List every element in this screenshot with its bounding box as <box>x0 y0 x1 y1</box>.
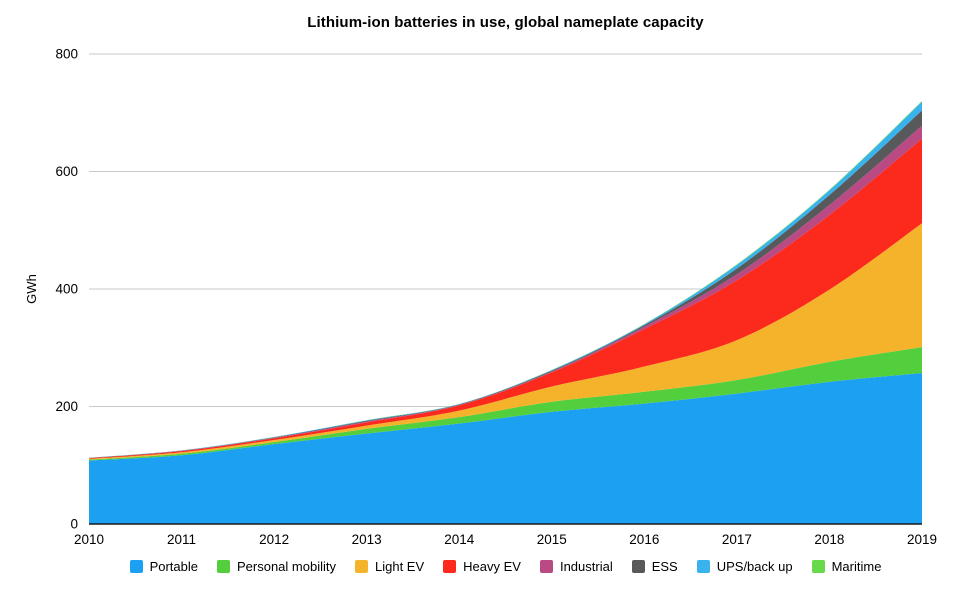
legend-item-light-ev: Light EV <box>354 559 425 574</box>
legend-item-maritime: Maritime <box>811 559 882 574</box>
legend-item-industrial: Industrial <box>539 559 613 574</box>
legend-label-heavy-ev: Heavy EV <box>463 559 521 574</box>
legend-swatch-industrial-icon <box>539 560 553 573</box>
x-axis-tick-label: 2015 <box>537 532 567 547</box>
legend-swatch-ess-icon <box>631 560 645 573</box>
legend-swatch-light-ev-icon <box>354 560 368 573</box>
y-axis-tick-label: 800 <box>55 47 78 62</box>
y-axis-tick-label: 600 <box>55 164 78 179</box>
y-axis-title: GWh <box>24 274 39 304</box>
legend-item-ups-back-up: UPS/back up <box>696 559 793 574</box>
legend-swatch-personal-mobility-icon <box>216 560 230 573</box>
legend-item-personal-mobility: Personal mobility <box>216 559 336 574</box>
legend-label-ups-back-up: UPS/back up <box>716 559 793 574</box>
legend-swatch-portable-icon <box>129 560 143 573</box>
x-axis-tick-label: 2012 <box>259 532 289 547</box>
legend-label-personal-mobility: Personal mobility <box>236 559 336 574</box>
legend-label-industrial: Industrial <box>559 559 613 574</box>
y-axis-tick-label: 0 <box>70 517 78 532</box>
legend-item-heavy-ev: Heavy EV <box>443 559 521 574</box>
x-axis-tick-label: 2013 <box>352 532 382 547</box>
x-axis-tick-label: 2018 <box>814 532 844 547</box>
legend-item-ess: ESS <box>631 559 678 574</box>
legend-label-portable: Portable <box>149 559 198 574</box>
x-axis-tick-label: 2011 <box>167 532 196 547</box>
legend-swatch-maritime-icon <box>811 560 825 573</box>
legend-item-portable: Portable <box>129 559 198 574</box>
legend-label-maritime: Maritime <box>831 559 882 574</box>
legend-label-ess: ESS <box>651 559 678 574</box>
y-axis-tick-label: 400 <box>55 282 78 297</box>
chart-legend: Portable Personal mobility Light EV Heavy E… <box>89 559 922 574</box>
legend-swatch-ups-back-up-icon <box>696 560 710 573</box>
legend-swatch-heavy-ev-icon <box>443 560 457 573</box>
x-axis-tick-label: 2017 <box>722 532 752 547</box>
x-axis-tick-label: 2014 <box>444 532 475 547</box>
y-axis-tick-label: 200 <box>55 399 78 414</box>
area-band-light-ev <box>89 223 922 460</box>
legend-label-light-ev: Light EV <box>374 559 425 574</box>
x-axis-tick-label: 2016 <box>629 532 659 547</box>
x-axis-tick-label: 2010 <box>74 532 104 547</box>
x-axis-tick-label: 2019 <box>907 532 937 547</box>
chart-title: Lithium-ion batteries in use, global nam… <box>307 14 704 31</box>
area-band-heavy-ev <box>89 138 922 459</box>
area-band-portable <box>89 373 922 524</box>
